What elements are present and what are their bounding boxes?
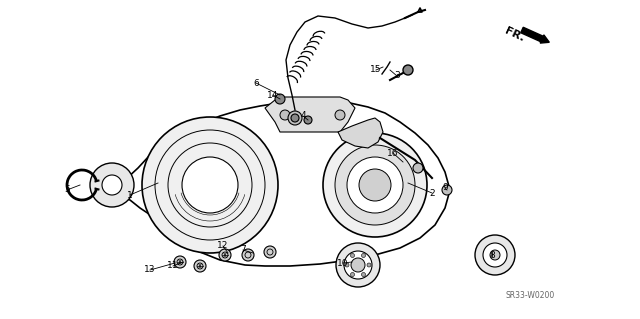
Circle shape bbox=[345, 263, 349, 267]
Circle shape bbox=[264, 246, 276, 258]
Text: 1: 1 bbox=[127, 190, 133, 199]
Text: 6: 6 bbox=[253, 78, 259, 87]
Text: 8: 8 bbox=[489, 251, 495, 261]
Circle shape bbox=[367, 263, 371, 267]
Text: 2: 2 bbox=[429, 189, 435, 197]
Circle shape bbox=[242, 249, 254, 261]
Circle shape bbox=[288, 111, 302, 125]
Circle shape bbox=[351, 258, 365, 272]
Text: SR33-W0200: SR33-W0200 bbox=[506, 291, 555, 300]
Polygon shape bbox=[338, 118, 383, 148]
Text: FR.: FR. bbox=[503, 26, 526, 44]
Circle shape bbox=[351, 272, 355, 277]
Circle shape bbox=[102, 175, 122, 195]
Circle shape bbox=[351, 254, 355, 257]
Circle shape bbox=[475, 235, 515, 275]
Circle shape bbox=[304, 116, 312, 124]
Text: 12: 12 bbox=[218, 241, 228, 250]
Circle shape bbox=[335, 110, 345, 120]
Circle shape bbox=[275, 94, 285, 104]
FancyArrow shape bbox=[521, 27, 549, 43]
Text: 15: 15 bbox=[371, 65, 381, 75]
Circle shape bbox=[490, 250, 500, 260]
Circle shape bbox=[323, 133, 427, 237]
Circle shape bbox=[90, 163, 134, 207]
Text: 14: 14 bbox=[268, 91, 278, 100]
Circle shape bbox=[359, 169, 391, 201]
Circle shape bbox=[347, 157, 403, 213]
Text: 4: 4 bbox=[300, 112, 306, 121]
Circle shape bbox=[174, 256, 186, 268]
Text: 16: 16 bbox=[387, 149, 399, 158]
Circle shape bbox=[182, 157, 238, 213]
Circle shape bbox=[194, 260, 206, 272]
Circle shape bbox=[335, 145, 415, 225]
Circle shape bbox=[483, 243, 507, 267]
Circle shape bbox=[344, 251, 372, 279]
Circle shape bbox=[142, 117, 278, 253]
Text: 5: 5 bbox=[64, 186, 70, 195]
Circle shape bbox=[403, 65, 413, 75]
Text: 10: 10 bbox=[337, 258, 349, 268]
Text: 3: 3 bbox=[394, 71, 400, 80]
Circle shape bbox=[219, 249, 231, 261]
Circle shape bbox=[362, 272, 365, 277]
Circle shape bbox=[362, 254, 365, 257]
Circle shape bbox=[336, 243, 380, 287]
Circle shape bbox=[413, 163, 423, 173]
Circle shape bbox=[291, 114, 299, 122]
Text: 13: 13 bbox=[144, 265, 156, 275]
Circle shape bbox=[280, 110, 290, 120]
Polygon shape bbox=[115, 100, 450, 266]
Text: 9: 9 bbox=[442, 183, 448, 192]
Text: 11: 11 bbox=[167, 262, 179, 271]
Polygon shape bbox=[265, 97, 355, 132]
Text: 7: 7 bbox=[240, 246, 246, 255]
Circle shape bbox=[442, 185, 452, 195]
